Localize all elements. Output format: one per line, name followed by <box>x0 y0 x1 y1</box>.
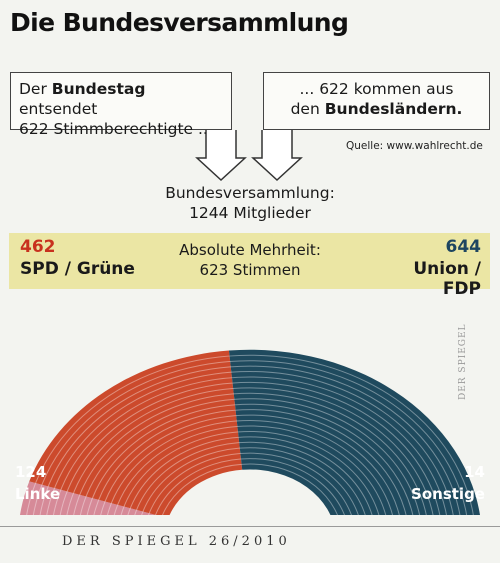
right-arrow-icon <box>251 130 303 182</box>
bundestag-text-line2: 622 Stimmberechtigte ... <box>19 120 213 138</box>
laender-text-line1: ... 622 kommen aus <box>299 80 454 98</box>
seat-row-line <box>86 403 414 515</box>
laender-text-pre: den <box>290 100 325 118</box>
spd-gruene-label: SPD / Grüne <box>20 259 135 279</box>
bundestag-text-pre: Der <box>19 80 52 98</box>
sonstige-label: Sonstige <box>411 485 485 503</box>
bundestag-text-post: entsendet <box>19 100 98 118</box>
arc-spd <box>29 350 243 515</box>
seat-row-line <box>93 409 407 515</box>
seat-row-line <box>120 430 380 515</box>
seat-row-line <box>73 392 427 515</box>
seat-row-line <box>46 371 454 515</box>
seat-row-line <box>100 414 400 515</box>
seat-rows <box>26 355 474 515</box>
seat-row-line <box>127 436 373 515</box>
union-fdp-label: Union / FDP <box>413 259 481 299</box>
union-fdp-count: 644 <box>445 237 482 257</box>
laender-text-bold: Bundesländern. <box>324 100 463 118</box>
seat-row-line <box>59 382 441 515</box>
seat-row-line <box>113 425 387 515</box>
majority-band <box>9 233 490 289</box>
arc-linke <box>20 481 156 515</box>
seat-row-line <box>162 463 338 515</box>
seat-arcs <box>20 349 480 515</box>
seat-row-line <box>26 355 474 515</box>
majority-label: Absolute Mehrheit: <box>179 241 321 259</box>
seat-row-line <box>107 420 393 515</box>
assembly-members: 1244 Mitglieder <box>189 204 311 222</box>
arc-union <box>228 349 480 515</box>
left-arrow-icon <box>195 130 247 182</box>
sonstige-count: 14 <box>464 463 485 481</box>
seat-row-line <box>155 458 345 515</box>
laender-box: ... 622 kommen aus den Bundesländern. <box>263 72 490 130</box>
seat-row-line <box>134 441 366 515</box>
seat-row-line <box>80 398 420 515</box>
majority-votes: 623 Stimmen <box>199 261 301 279</box>
bundestag-text-bold: Bundestag <box>51 80 146 98</box>
assembly-label: Bundesversammlung: <box>165 184 335 202</box>
seat-row-line <box>32 360 468 515</box>
source-note: Quelle: www.wahlrecht.de <box>346 140 483 152</box>
bundestag-box: Der Bundestag entsendet 622 Stimmberecht… <box>10 72 232 138</box>
seat-chart: 124 Linke 14 Sonstige <box>15 349 485 515</box>
seat-row-line <box>148 452 352 515</box>
linke-count: 124 <box>15 463 46 481</box>
seat-row-line <box>141 447 359 515</box>
assembly-total: Bundesversammlung: 1244 Mitglieder <box>120 183 380 223</box>
footer-credit: DER SPIEGEL 26/2010 <box>62 534 291 549</box>
page-title: Die Bundesversammlung <box>10 8 349 37</box>
seat-row-line <box>66 387 434 515</box>
converging-arrows <box>195 130 303 182</box>
footer-divider <box>0 526 500 527</box>
seat-row-line <box>39 365 461 515</box>
linke-label: Linke <box>15 485 60 503</box>
majority-note: Absolute Mehrheit: 623 Stimmen <box>160 240 340 280</box>
spd-gruene-count: 462 <box>20 237 56 257</box>
seat-row-line <box>53 376 447 515</box>
